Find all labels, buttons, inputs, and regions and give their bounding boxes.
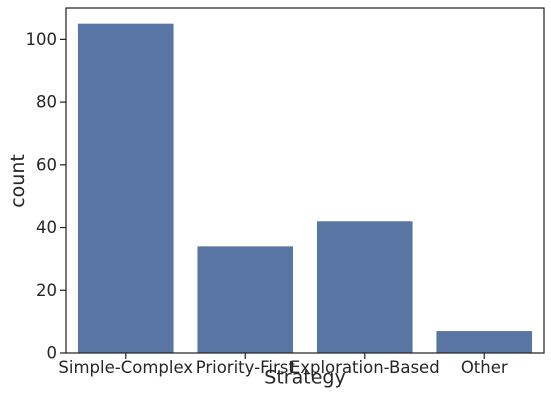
y-tick-label: 60 [36, 155, 57, 174]
x-tick-label: Simple-Complex [58, 358, 193, 377]
y-tick-label: 80 [36, 93, 57, 112]
bar-exploration-based [316, 221, 413, 353]
plot-frame [65, 7, 545, 354]
x-tick-label: Priority-First [196, 358, 296, 377]
x-ticks: Simple-Complex Priority-FirstExploration-… [58, 353, 508, 377]
y-tick-label: 40 [36, 218, 57, 237]
y-tick-label: 20 [36, 281, 57, 300]
x-axis-label: Strategy [264, 367, 345, 389]
bar-simple-complex [77, 23, 174, 354]
y-ticks: 0 20 40 60 80 100 [26, 30, 66, 363]
bar-other [436, 331, 533, 353]
bars-layer [77, 23, 533, 354]
y-tick-label: 0 [47, 344, 58, 363]
bar-priority-first [197, 246, 294, 353]
x-tick-label: Other [461, 358, 508, 377]
y-axis-label: count [7, 154, 29, 208]
x-tick-label: Exploration-Based [290, 358, 440, 377]
axes-layer [65, 7, 545, 354]
y-tick-label: 100 [26, 30, 58, 49]
